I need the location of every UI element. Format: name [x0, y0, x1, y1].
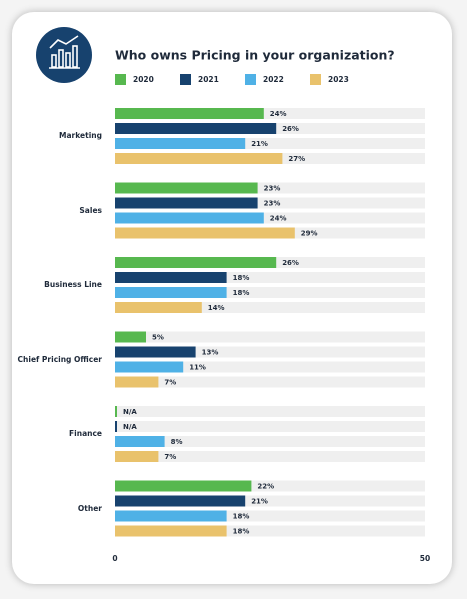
- bar: [115, 495, 246, 507]
- bar: [115, 182, 258, 194]
- bar: [115, 302, 202, 313]
- legend-label: 2020: [133, 75, 154, 84]
- bar-track: [115, 197, 425, 209]
- bar: [115, 421, 117, 432]
- bar: [115, 197, 258, 209]
- bar-track: [115, 182, 425, 194]
- bar-track: [115, 212, 425, 224]
- category-label: Sales: [79, 205, 102, 215]
- value-label: N/A: [123, 408, 137, 416]
- bar: [115, 227, 295, 239]
- value-label: 26%: [282, 125, 299, 133]
- bar: [115, 346, 196, 358]
- bar: [115, 376, 159, 388]
- bar: [115, 480, 252, 492]
- value-label: 18%: [233, 528, 250, 536]
- category-label: Business Line: [44, 280, 102, 289]
- bar-track: [115, 272, 425, 283]
- bar: [115, 123, 277, 134]
- bar-track: [115, 376, 425, 388]
- value-label: N/A: [123, 423, 137, 431]
- bar-track: [115, 287, 425, 298]
- bar: [115, 108, 264, 119]
- legend-label: 2022: [263, 75, 284, 84]
- bar-track: [115, 480, 425, 492]
- value-label: 23%: [264, 200, 281, 208]
- bar: [115, 287, 227, 298]
- value-label: 22%: [257, 483, 274, 491]
- bar: [115, 525, 227, 537]
- bar: [115, 361, 184, 373]
- x-tick-label: 0: [112, 554, 117, 563]
- category-label: Finance: [69, 429, 102, 438]
- value-label: 21%: [251, 498, 268, 506]
- bar: [115, 212, 264, 224]
- legend-label: 2023: [328, 75, 349, 84]
- bar-track: [115, 302, 425, 313]
- bar: [115, 138, 246, 149]
- value-label: 18%: [233, 289, 250, 297]
- bar-track: [115, 495, 425, 507]
- bar-track: [115, 331, 425, 343]
- bar-track: [115, 421, 425, 432]
- chart-title: Who owns Pricing in your organization?: [115, 48, 395, 63]
- bar-track: [115, 525, 425, 537]
- value-label: 5%: [152, 334, 164, 342]
- legend-swatch: [115, 74, 126, 85]
- bar-track: [115, 451, 425, 462]
- legend-swatch: [245, 74, 256, 85]
- category-label: Chief Pricing Officer: [17, 354, 102, 364]
- icon-circle: [36, 27, 92, 83]
- value-label: 24%: [270, 215, 287, 223]
- bar-track: [115, 406, 425, 417]
- value-label: 23%: [264, 185, 281, 193]
- bar: [115, 331, 146, 343]
- value-label: 29%: [301, 230, 318, 238]
- bar-track: [115, 361, 425, 373]
- legend-swatch: [180, 74, 191, 85]
- bar: [115, 451, 159, 462]
- bar: [115, 406, 117, 417]
- value-label: 13%: [202, 349, 219, 357]
- legend-label: 2021: [198, 75, 219, 84]
- bar: [115, 257, 277, 268]
- value-label: 14%: [208, 304, 225, 312]
- value-label: 26%: [282, 259, 299, 267]
- value-label: 18%: [233, 274, 250, 282]
- bar-track: [115, 510, 425, 522]
- bar-track: [115, 138, 425, 149]
- bar: [115, 510, 227, 522]
- bar-track: [115, 108, 425, 119]
- bar: [115, 436, 165, 447]
- x-tick-label: 50: [420, 554, 430, 563]
- category-label: Other: [77, 503, 102, 513]
- value-label: 18%: [233, 513, 250, 521]
- value-label: 7%: [164, 453, 176, 461]
- bar-track: [115, 346, 425, 358]
- value-label: 27%: [288, 155, 305, 163]
- category-label: Marketing: [59, 131, 102, 140]
- bar-track: [115, 436, 425, 447]
- legend-swatch: [310, 74, 321, 85]
- value-label: 24%: [270, 110, 287, 118]
- bar: [115, 153, 283, 164]
- value-label: 7%: [164, 379, 176, 387]
- chart-icon: [49, 35, 80, 69]
- value-label: 8%: [171, 438, 183, 446]
- value-label: 11%: [189, 364, 206, 372]
- bar: [115, 272, 227, 283]
- value-label: 21%: [251, 140, 268, 148]
